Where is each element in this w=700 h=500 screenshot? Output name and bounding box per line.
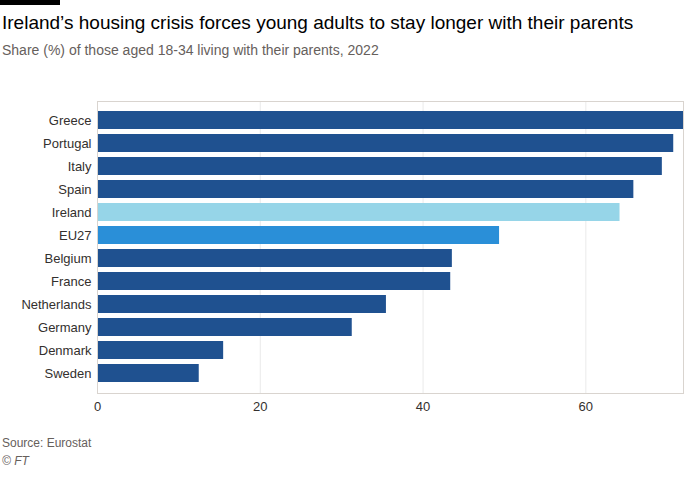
svg-text:EU27: EU27 [59, 228, 92, 243]
svg-text:Greece: Greece [49, 113, 92, 128]
svg-text:Netherlands: Netherlands [21, 297, 92, 312]
svg-text:Sweden: Sweden [45, 366, 92, 381]
svg-text:20: 20 [253, 399, 267, 414]
html-text:Share (%) of those aged 18-34: Share (%) of those aged 18-34 living wit… [2, 42, 379, 58]
html-text:© FT: © FT [2, 454, 29, 468]
svg-text:40: 40 [416, 399, 430, 414]
svg-text:0: 0 [94, 399, 101, 414]
svg-text:Germany: Germany [38, 320, 92, 335]
svg-text:Denmark: Denmark [39, 343, 92, 358]
svg-text:France: France [51, 274, 91, 289]
svg-text:Belgium: Belgium [45, 251, 92, 266]
svg-text:Portugal: Portugal [43, 136, 92, 151]
html-text:Source: Eurostat: Source: Eurostat [2, 436, 92, 450]
svg-text:Italy: Italy [68, 159, 92, 174]
svg-text:Ireland: Ireland [52, 205, 92, 220]
html-text:Ireland’s housing crisis force: Ireland’s housing crisis forces young ad… [2, 12, 634, 33]
svg-text:Spain: Spain [58, 182, 91, 197]
svg-text:60: 60 [579, 399, 593, 414]
